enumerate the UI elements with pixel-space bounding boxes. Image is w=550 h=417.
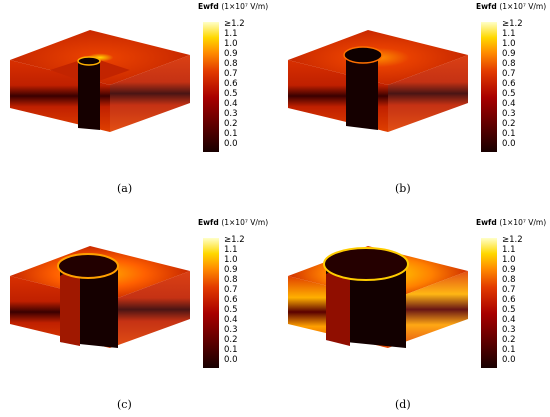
colorbar-tick: 0.0 [502, 139, 516, 149]
colorbar-tick: 0.4 [224, 99, 238, 109]
colorbar-tick: 0.1 [224, 129, 238, 139]
colorbar-tick: 1.0 [224, 255, 238, 265]
colorbar-tick: 0.8 [224, 59, 238, 69]
field-render-a [10, 30, 190, 132]
colorbar-tick: 0.2 [502, 119, 516, 129]
colorbar-tick: 1.0 [502, 39, 516, 49]
colorbar-tick: 0.5 [502, 89, 516, 99]
colorbar-tick: 0.7 [224, 69, 238, 79]
colorbar-tick: 0.3 [502, 109, 516, 119]
colorbar [481, 238, 497, 368]
panel-caption: (c) [117, 398, 132, 411]
field-render-b [288, 30, 468, 132]
colorbar-tick: 0.9 [502, 265, 516, 275]
colorbar-tick: 0.7 [502, 69, 516, 79]
figure-panel-d: Ewfd (1×10⁷ V/m) ≥1.2 1.1 1.0 0.9 0.8 0.… [278, 216, 548, 416]
colorbar-tick: 0.4 [502, 99, 516, 109]
colorbar-tick: 1.1 [224, 245, 238, 255]
colorbar-tick: 0.0 [502, 355, 516, 365]
colorbar-tick: 0.9 [502, 49, 516, 59]
colorbar-tick: 1.1 [502, 245, 516, 255]
colorbar-title: Ewfd (1×10⁷ V/m) [476, 2, 547, 11]
colorbar-tick: 0.4 [224, 315, 238, 325]
colorbar-tick: 0.2 [224, 119, 238, 129]
colorbar-tick: 1.0 [502, 255, 516, 265]
colorbar-tick: 0.2 [502, 335, 516, 345]
figure-panel-a: Ewfd (1×10⁷ V/m) ≥1.2 1.1 1.0 0.9 0.8 0.… [0, 0, 270, 200]
colorbar-tick: 0.8 [502, 59, 516, 69]
colorbar [203, 238, 219, 368]
colorbar-tick: 0.6 [224, 295, 238, 305]
colorbar-tick: 0.1 [502, 345, 516, 355]
field-render-d [288, 246, 468, 348]
colorbar-tick: 0.0 [224, 139, 238, 149]
colorbar-title: Ewfd (1×10⁷ V/m) [198, 218, 269, 227]
colorbar-tick: 0.3 [224, 109, 238, 119]
colorbar-title: Ewfd (1×10⁷ V/m) [198, 2, 269, 11]
colorbar-tick: 0.6 [224, 79, 238, 89]
colorbar-tick: 0.7 [502, 285, 516, 295]
colorbar-tick: 0.7 [224, 285, 238, 295]
colorbar-tick: 1.1 [502, 29, 516, 39]
figure-panel-b: Ewfd (1×10⁷ V/m) ≥1.2 1.1 1.0 0.9 0.8 0.… [278, 0, 548, 200]
colorbar-tick: ≥1.2 [502, 19, 523, 29]
colorbar-tick: 1.0 [224, 39, 238, 49]
colorbar-tick: 0.8 [224, 275, 238, 285]
colorbar-tick: ≥1.2 [224, 19, 245, 29]
figure-panel-c: Ewfd (1×10⁷ V/m) ≥1.2 1.1 1.0 0.9 0.8 0.… [0, 216, 270, 416]
colorbar [203, 22, 219, 152]
colorbar-tick: 0.9 [224, 49, 238, 59]
field-render-c [10, 246, 190, 348]
colorbar-tick: 0.0 [224, 355, 238, 365]
colorbar-tick: 0.9 [224, 265, 238, 275]
colorbar-tick: 0.6 [502, 295, 516, 305]
colorbar-title: Ewfd (1×10⁷ V/m) [476, 218, 547, 227]
panel-caption: (a) [117, 182, 133, 195]
colorbar-tick: 0.5 [224, 305, 238, 315]
colorbar-tick: 0.1 [502, 129, 516, 139]
colorbar-tick: 0.6 [502, 79, 516, 89]
colorbar-tick: 0.1 [224, 345, 238, 355]
colorbar-tick: 0.5 [502, 305, 516, 315]
colorbar-tick: 0.3 [224, 325, 238, 335]
colorbar-tick: 1.1 [224, 29, 238, 39]
colorbar-tick: 0.4 [502, 315, 516, 325]
panel-caption: (d) [395, 398, 411, 411]
colorbar-tick: ≥1.2 [224, 235, 245, 245]
panel-caption: (b) [395, 182, 411, 195]
colorbar-tick: 0.2 [224, 335, 238, 345]
colorbar-tick: 0.8 [502, 275, 516, 285]
colorbar-tick: ≥1.2 [502, 235, 523, 245]
colorbar-tick: 0.5 [224, 89, 238, 99]
colorbar [481, 22, 497, 152]
colorbar-tick: 0.3 [502, 325, 516, 335]
